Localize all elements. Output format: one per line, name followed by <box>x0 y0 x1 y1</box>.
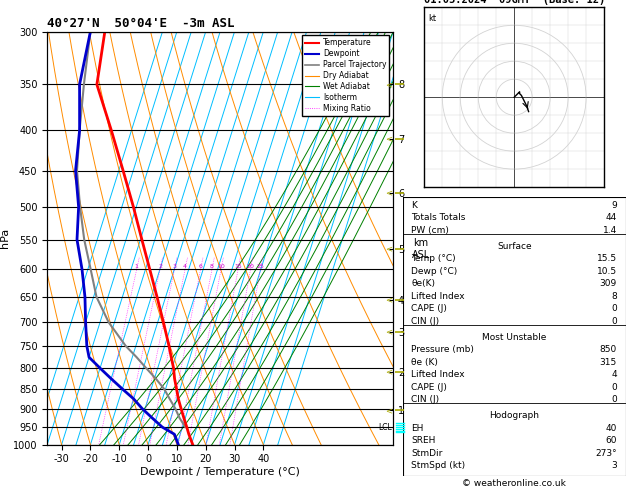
Text: 4: 4 <box>183 264 187 269</box>
Text: Hodograph: Hodograph <box>489 412 539 420</box>
Text: 9: 9 <box>611 201 617 209</box>
Text: CIN (J): CIN (J) <box>411 316 440 326</box>
Text: 44: 44 <box>606 213 617 222</box>
Text: 309: 309 <box>599 279 617 288</box>
Text: 315: 315 <box>599 358 617 367</box>
Text: Surface: Surface <box>497 242 532 251</box>
Text: LCL: LCL <box>378 423 392 433</box>
Text: 1: 1 <box>135 264 138 269</box>
Text: 8: 8 <box>210 264 214 269</box>
Y-axis label: hPa: hPa <box>0 228 10 248</box>
Text: CAPE (J): CAPE (J) <box>411 304 447 313</box>
Text: θe(K): θe(K) <box>411 279 435 288</box>
Text: SREH: SREH <box>411 436 436 445</box>
Text: 10.5: 10.5 <box>597 267 617 276</box>
Text: Dewp (°C): Dewp (°C) <box>411 267 458 276</box>
Text: 4: 4 <box>611 370 617 379</box>
Text: <: < <box>385 189 392 197</box>
Text: EH: EH <box>411 424 424 433</box>
Text: 15.5: 15.5 <box>597 254 617 263</box>
Text: Totals Totals: Totals Totals <box>411 213 466 222</box>
Text: kt: kt <box>428 15 436 23</box>
Legend: Temperature, Dewpoint, Parcel Trajectory, Dry Adiabat, Wet Adiabat, Isotherm, Mi: Temperature, Dewpoint, Parcel Trajectory… <box>302 35 389 116</box>
Text: 20: 20 <box>247 264 255 269</box>
Text: 01.05.2024  09GMT  (Base: 12): 01.05.2024 09GMT (Base: 12) <box>423 0 605 5</box>
Text: <: < <box>385 367 392 376</box>
Text: 3: 3 <box>172 264 177 269</box>
Text: CIN (J): CIN (J) <box>411 395 440 404</box>
Text: StmDir: StmDir <box>411 449 443 458</box>
Text: 3: 3 <box>611 461 617 470</box>
Text: Lifted Index: Lifted Index <box>411 292 465 301</box>
Text: Pressure (mb): Pressure (mb) <box>411 345 474 354</box>
Text: 40: 40 <box>606 424 617 433</box>
Text: <: < <box>385 244 392 253</box>
Text: θe (K): θe (K) <box>411 358 438 367</box>
Text: 0: 0 <box>611 304 617 313</box>
Text: 10: 10 <box>217 264 225 269</box>
Text: 273°: 273° <box>595 449 617 458</box>
Text: 60: 60 <box>606 436 617 445</box>
Text: PW (cm): PW (cm) <box>411 226 449 235</box>
Text: CAPE (J): CAPE (J) <box>411 382 447 392</box>
Y-axis label: km
ASL: km ASL <box>412 238 430 260</box>
Text: <: < <box>385 295 392 304</box>
Text: <: < <box>385 328 392 336</box>
Text: 1.4: 1.4 <box>603 226 617 235</box>
Text: <: < <box>385 134 392 143</box>
Text: 15: 15 <box>234 264 242 269</box>
Text: 6: 6 <box>199 264 203 269</box>
Text: 0: 0 <box>611 316 617 326</box>
X-axis label: Dewpoint / Temperature (°C): Dewpoint / Temperature (°C) <box>140 467 300 477</box>
Text: 25: 25 <box>257 264 264 269</box>
Text: Lifted Index: Lifted Index <box>411 370 465 379</box>
Text: StmSpd (kt): StmSpd (kt) <box>411 461 465 470</box>
Text: 2: 2 <box>158 264 162 269</box>
Text: Temp (°C): Temp (°C) <box>411 254 456 263</box>
Text: 850: 850 <box>599 345 617 354</box>
Text: <: < <box>385 406 392 415</box>
Text: 40°27'N  50°04'E  -3m ASL: 40°27'N 50°04'E -3m ASL <box>47 17 235 31</box>
Text: 0: 0 <box>611 382 617 392</box>
Text: 0: 0 <box>611 395 617 404</box>
Text: 8: 8 <box>611 292 617 301</box>
Text: © weatheronline.co.uk: © weatheronline.co.uk <box>462 479 566 486</box>
Text: <: < <box>385 80 392 89</box>
Text: Most Unstable: Most Unstable <box>482 333 547 342</box>
Text: K: K <box>411 201 418 209</box>
